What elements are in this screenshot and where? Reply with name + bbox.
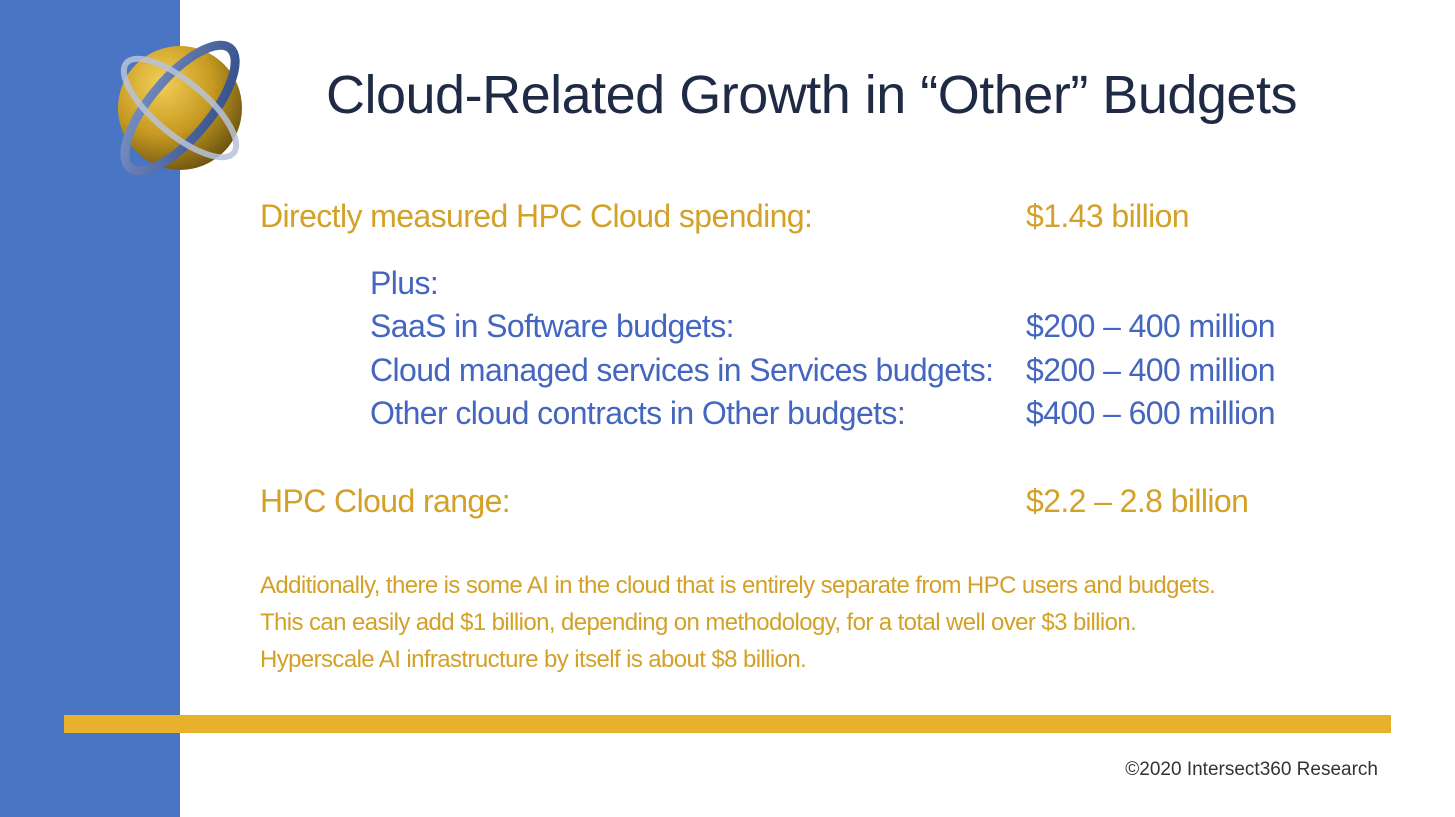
slide-title: Cloud-Related Growth in “Other” Budgets <box>326 65 1297 125</box>
item-value: $200 – 400 million <box>1026 352 1276 388</box>
note-line: This can easily add $1 billion, dependin… <box>260 609 1137 636</box>
item-value: $200 – 400 million <box>1026 308 1276 344</box>
item-label: SaaS in Software budgets: <box>370 308 735 344</box>
item-label: Other cloud contracts in Other budgets: <box>370 395 906 431</box>
item-value: $400 – 600 million <box>1026 395 1276 431</box>
plus-label: Plus: <box>370 265 439 301</box>
item-label: Cloud managed services in Services budge… <box>370 352 994 388</box>
globe-orbit-logo-icon <box>118 40 242 176</box>
cloud-range-label: HPC Cloud range: <box>260 483 511 519</box>
gold-divider-bar <box>64 715 1391 733</box>
note-line: Hyperscale AI infrastructure by itself i… <box>260 646 807 673</box>
direct-spending-label: Directly measured HPC Cloud spending: <box>260 198 813 234</box>
note-line: Additionally, there is some AI in the cl… <box>260 572 1216 599</box>
copyright-text: ©2020 Intersect360 Research <box>1125 759 1378 780</box>
cloud-range-value: $2.2 – 2.8 billion <box>1026 483 1249 519</box>
direct-spending-value: $1.43 billion <box>1026 198 1190 234</box>
